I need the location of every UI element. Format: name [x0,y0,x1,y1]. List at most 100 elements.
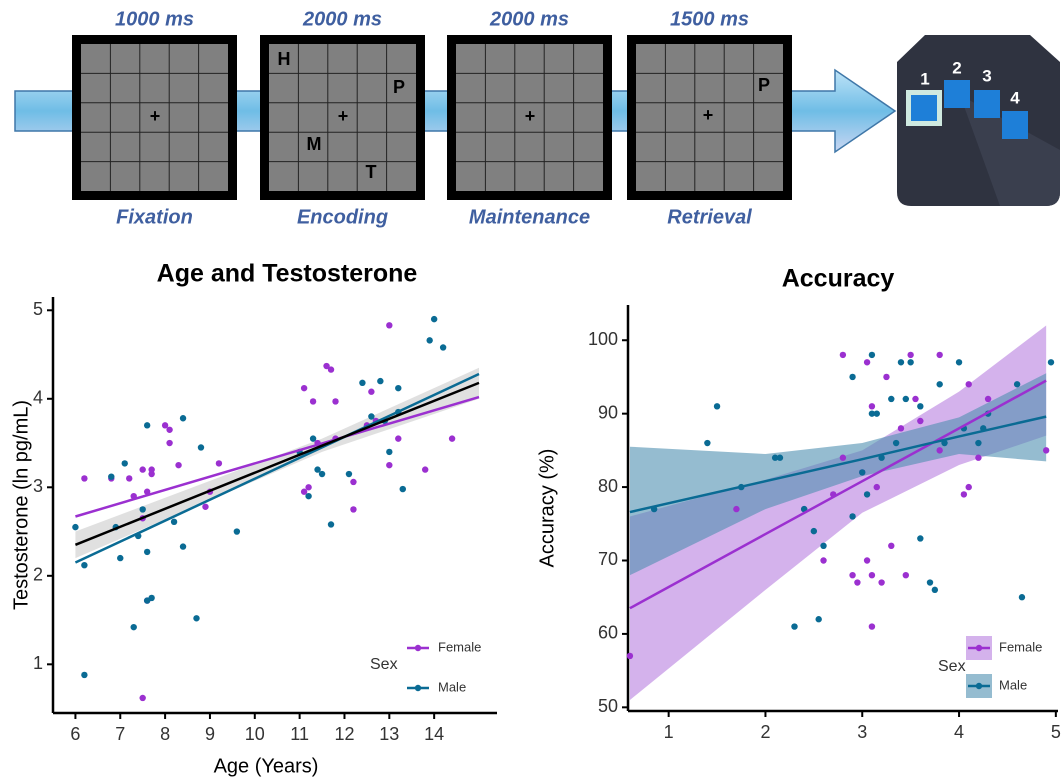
data-point [327,521,335,528]
data-point [839,454,847,461]
x-tick-label: 9 [205,724,215,744]
data-point [984,395,992,403]
data-point [917,417,924,425]
legend-title: Sex [938,658,966,675]
data-point [868,623,876,630]
data-point [810,527,818,535]
data-point [849,571,856,579]
data-point [148,470,155,478]
data-point [161,422,169,429]
grid-symbol: + [150,106,161,126]
data-point [820,557,827,564]
legend-dot [975,682,983,690]
data-point [912,395,919,403]
data-point [955,359,963,366]
data-point [815,616,822,623]
chart-panel: Age and Testosterone Age (Years) Testoster… [10,260,497,777]
data-point [776,454,784,461]
data-point [139,466,146,473]
grid-symbol: P [758,75,770,95]
x-axis-label: Age (Years) [214,755,319,777]
data-point [143,422,151,429]
fit-line [629,415,1047,514]
data-point [859,469,866,476]
data-point [883,373,890,381]
chart-title: Accuracy [782,265,895,293]
data-point [1013,381,1021,388]
data-point [1018,594,1026,601]
confidence-band [629,373,1047,576]
legend-dot [414,684,422,692]
data-point [368,388,375,395]
x-tick-label: 2 [760,722,770,742]
legend-label: Female [999,639,1042,654]
data-point [386,448,393,456]
y-tick-label: 2 [33,565,43,585]
grid-symbol: + [703,105,714,125]
data-point [426,337,433,344]
data-point [314,466,321,473]
data-point [868,410,876,417]
data-point [430,315,438,323]
data-point [888,395,895,403]
y-axis-label: Testosterone (ln pg/mL) [10,400,32,610]
y-tick-label: 5 [33,299,43,319]
key [911,95,937,121]
x-tick-label: 11 [290,724,309,744]
y-tick-label: 100 [588,329,618,349]
data-point [849,373,856,381]
screen-grid [456,44,603,191]
grid-symbol: M [307,134,322,154]
screens: 1000 ms Fixation +2000 ms Encoding + H P M T 2000… [72,8,792,228]
data-point [931,586,939,594]
data-point [139,694,146,702]
data-point [863,557,871,564]
fit-line [74,372,480,564]
data-point [359,379,366,387]
legend-dot [975,644,983,652]
x-tick-label: 10 [245,724,265,744]
data-point [965,483,972,491]
data-point [863,359,871,366]
data-point [197,444,205,451]
y-tick-label: 50 [598,696,618,716]
data-point [386,322,393,329]
legend-label: Male [999,677,1027,692]
data-point [117,554,124,562]
data-point [854,579,861,586]
data-point [868,571,876,579]
data-point [849,513,856,520]
data-point [1042,447,1050,454]
data-point [1047,359,1055,366]
data-point [936,447,943,454]
data-point [975,454,982,461]
fit-line [74,381,480,546]
data-point [820,542,827,550]
key [974,90,1000,118]
fit-line [629,379,1047,610]
data-point [175,461,182,469]
y-tick-label: 90 [598,402,618,422]
grid-symbol: P [393,77,405,97]
data-point [863,491,871,498]
data-point [791,623,798,630]
data-point [917,535,924,542]
x-tick-label: 14 [424,724,444,744]
data-point [421,466,429,473]
stage-duration: 2000 ms [302,8,382,30]
data-point [936,381,943,388]
key-label: 3 [982,66,991,85]
legend-label: Male [438,679,466,694]
data-point [907,351,914,359]
keypad: 1 2 3 4 [897,35,1060,206]
stage-name: Fixation [116,206,193,228]
grid-symbol: H [278,49,291,69]
y-tick-label: 3 [33,476,43,496]
data-point [202,503,209,510]
x-tick-label: 7 [115,724,125,744]
data-point [318,470,326,478]
data-point [179,415,187,422]
y-tick-label: 70 [598,549,618,569]
data-point [386,461,393,469]
legend-dot [414,644,422,652]
